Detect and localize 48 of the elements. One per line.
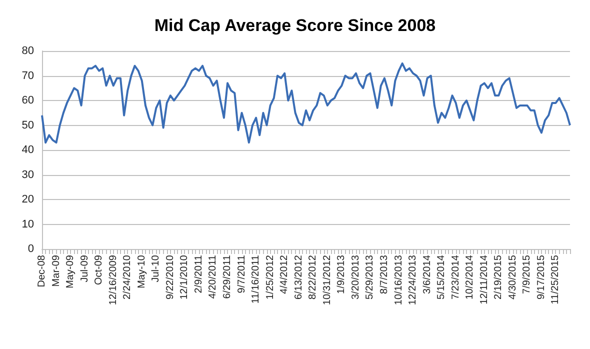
x-tick-label: 10/16/2013	[393, 254, 404, 306]
x-tick-label: 5/29/2013	[364, 254, 376, 300]
x-tick-label: 2/24/2010	[122, 254, 134, 300]
x-tick-label: 10/31/2012	[322, 254, 333, 306]
x-tick-label: 9/17/2015	[536, 254, 547, 300]
y-tick-label: 0	[28, 243, 34, 255]
x-tick-label: 12/11/2014	[478, 254, 490, 304]
line-series	[41, 62, 571, 144]
x-tick-label: 1/25/2012	[264, 254, 276, 300]
y-tick-label: 60	[22, 94, 34, 106]
y-tick-label: 70	[22, 70, 34, 82]
x-tick-label: 4/4/2012	[279, 254, 290, 294]
x-tick-label: 7/9/2015	[522, 254, 533, 294]
x-tick-label: 12/24/2013	[408, 254, 419, 306]
x-tick-label: 8/22/2012	[308, 254, 319, 300]
x-tick-label: 8/7/2013	[378, 254, 390, 294]
x-tick-label: 9/22/2010	[164, 254, 176, 300]
x-tick-label: 3/6/2014	[422, 254, 433, 294]
x-tick-label: 5/15/2014	[436, 254, 448, 300]
x-tick-label: 12/1/2010	[179, 254, 190, 300]
y-tick-label: 10	[22, 218, 34, 230]
y-tick-label: 50	[22, 119, 34, 132]
x-tick-label: 11/25/2015	[550, 254, 562, 304]
x-tick-label: 9/7/2011	[236, 254, 248, 294]
y-tick-label: 80	[22, 45, 34, 57]
x-tick-label: Oct-09	[94, 254, 105, 286]
y-tick-label: 30	[22, 168, 34, 181]
chart-title: Mid Cap Average Score Since 2008	[154, 16, 436, 35]
x-tick-label: 3/20/2013	[350, 254, 362, 300]
x-tick-label: Mar-09	[50, 254, 62, 287]
x-tick-label: 11/16/2011	[250, 254, 262, 304]
y-tick-label: 40	[22, 144, 34, 156]
x-tick-label: Jul-10	[150, 254, 162, 282]
x-tick-label: 6/29/2011	[222, 254, 234, 299]
x-tick-label: 4/20/2011	[208, 254, 219, 299]
x-tick-label: May-10	[136, 254, 148, 288]
x-tick-label: May-09	[65, 254, 76, 288]
x-tick-label: 12/16/2009	[108, 254, 119, 306]
x-tick-label: 10/2/2014	[464, 254, 476, 300]
x-tick-label: 4/30/2015	[507, 254, 518, 300]
x-tick-label: 1/9/2013	[336, 254, 348, 294]
x-tick-label: 6/13/2012	[293, 254, 304, 300]
y-tick-label: 20	[22, 194, 34, 206]
x-tick-label: Jul-09	[79, 254, 90, 282]
x-tick-label: 2/9/2011	[193, 254, 204, 294]
x-tick-label: Dec-08	[36, 254, 48, 288]
x-tick-label: 7/23/2014	[450, 254, 462, 300]
x-tick-label: 2/19/2015	[493, 254, 504, 300]
